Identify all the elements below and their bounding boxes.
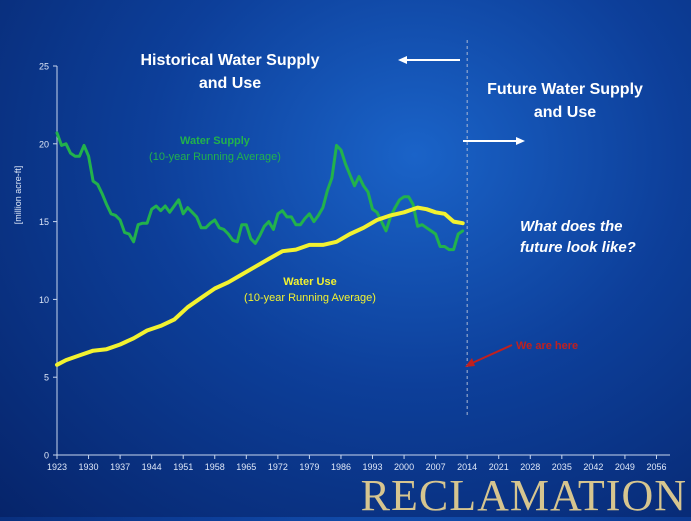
annotation-arrow-icon: [465, 344, 513, 367]
water-use-line: [55, 205, 465, 367]
y-tick-label: 10: [39, 295, 49, 305]
y-tick-label: 20: [39, 139, 49, 149]
use-series-label: Water Use: [283, 276, 336, 288]
left-arrow-icon: [398, 56, 460, 64]
x-tick-label: 2042: [583, 462, 603, 472]
x-tick-label: 1951: [173, 462, 193, 472]
future-title-line1: Future Water Supply: [487, 81, 643, 98]
future-title: Future Water Supply and Use: [470, 78, 660, 124]
supply-series-label: Water Supply: [180, 135, 251, 147]
x-tick-label: 1965: [236, 462, 256, 472]
future-title-line2: and Use: [533, 104, 597, 121]
x-tick-label: 1923: [47, 462, 67, 472]
x-tick-label: 1944: [142, 462, 162, 472]
y-axis-label: [million acre-ft]: [13, 166, 23, 225]
right-arrow-icon: [463, 137, 525, 145]
future-question: What does the future look like?: [520, 216, 636, 258]
annotation-label: We are here: [516, 340, 578, 352]
question-line2: future look like?: [520, 239, 636, 256]
water-supply-line: [55, 131, 465, 252]
y-tick-label: 0: [44, 451, 49, 461]
series-lines: [55, 131, 465, 367]
x-tick-label: 2049: [615, 462, 635, 472]
x-tick-label: 2000: [394, 462, 414, 472]
use-series-sublabel: (10-year Running Average): [244, 292, 376, 304]
x-tick-label: 1937: [110, 462, 130, 472]
y-tick-label: 15: [39, 217, 49, 227]
x-tick-label: 1972: [268, 462, 288, 472]
x-tick-label: 2007: [426, 462, 446, 472]
axes: 0 5 10 15 20 25 1923 1930 1937 1944 1951 1958 1965 19…: [39, 62, 670, 472]
y-tick-label: 25: [39, 62, 49, 72]
x-tick-label: 2021: [489, 462, 509, 472]
x-tick-label: 1993: [362, 462, 382, 472]
x-tick-label: 2056: [646, 462, 666, 472]
historical-title-line2: and Use: [198, 75, 262, 92]
historical-title: Historical Water Supply and Use: [120, 49, 340, 95]
x-tick-label: 2028: [520, 462, 540, 472]
historical-title-line1: Historical Water Supply: [140, 52, 320, 69]
x-tick-label: 1979: [299, 462, 319, 472]
x-tick-label: 2014: [457, 462, 477, 472]
supply-series-sublabel: (10-year Running Average): [149, 151, 281, 163]
y-tick-label: 5: [44, 373, 49, 383]
question-line1: What does the: [520, 218, 623, 235]
x-tick-label: 1958: [205, 462, 225, 472]
x-tick-label: 1930: [79, 462, 99, 472]
x-tick-label: 2035: [552, 462, 572, 472]
reclamation-logo: RECLAMATION: [360, 471, 687, 520]
x-tick-label: 1986: [331, 462, 351, 472]
